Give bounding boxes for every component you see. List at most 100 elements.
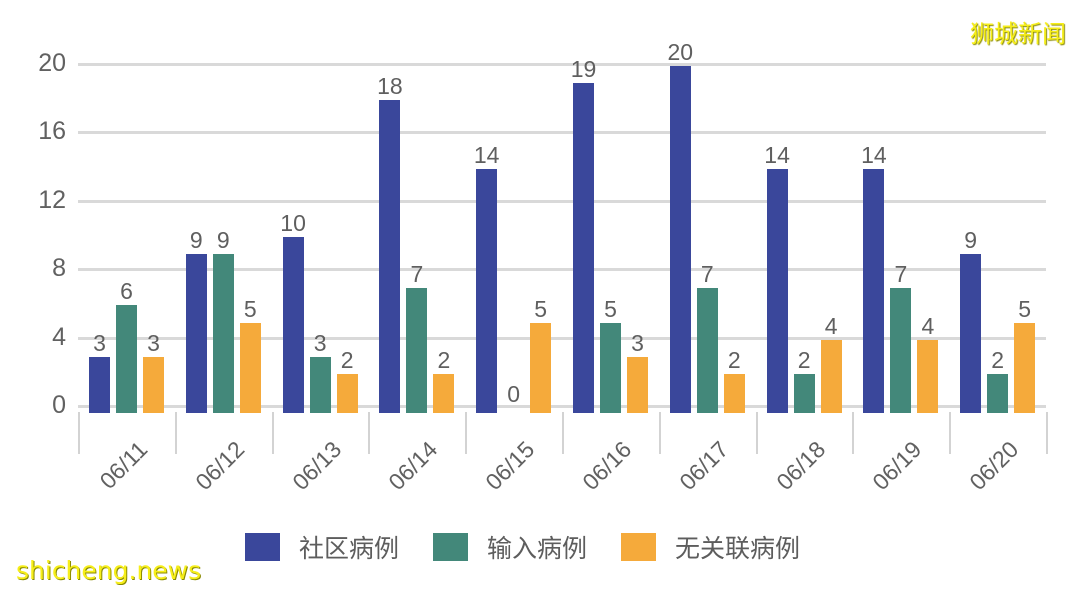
bar-value-label: 5 [534, 295, 548, 322]
x-tick-label: 06/14 [383, 436, 443, 496]
bar-value-label: 2 [437, 346, 451, 373]
bar [116, 305, 137, 413]
bar [573, 83, 594, 413]
bar [212, 254, 234, 413]
bar [309, 356, 331, 413]
bar [917, 339, 939, 413]
x-tick-mark [658, 412, 661, 454]
x-tick-mark [949, 412, 952, 454]
y-tick-label: 4 [52, 322, 66, 351]
bar [143, 356, 164, 413]
bar [960, 254, 982, 413]
bar-value-label: 6 [120, 278, 133, 305]
bar-value-label: 7 [410, 261, 424, 288]
bar-value-label: 5 [243, 295, 257, 322]
bar [669, 66, 691, 413]
bar [600, 322, 621, 413]
bar [406, 288, 428, 413]
y-tick-label: 16 [38, 117, 66, 146]
gridline [78, 268, 1046, 272]
bar [890, 288, 912, 413]
watermark-top: 狮城新闻 [970, 20, 1066, 48]
bar [282, 237, 304, 413]
x-tick-mark [1046, 412, 1048, 454]
legend-label: 输入病例 [487, 534, 588, 563]
y-tick-label: 20 [38, 49, 66, 77]
legend-swatch-community [245, 533, 280, 561]
bar-value-label: 7 [700, 261, 714, 288]
y-tick-label: 8 [52, 254, 66, 283]
x-tick-mark [465, 412, 468, 454]
x-tick-label: 06/12 [190, 436, 250, 496]
bar-value-label: 2 [991, 346, 1005, 373]
bar-value-label: 14 [473, 141, 500, 168]
bar-value-label: 2 [727, 346, 741, 373]
legend-item-imported: 输入病例 [433, 529, 587, 565]
chart-legend: 社区病例 输入病例 无关联病例 [245, 529, 834, 565]
bar-value-label: 10 [280, 210, 306, 236]
bar-value-label: 3 [147, 329, 160, 356]
x-tick-mark [755, 412, 758, 454]
bar-value-label: 5 [1018, 295, 1032, 322]
legend-label: 社区病例 [299, 534, 400, 563]
bar-value-label: 19 [570, 56, 597, 83]
bar [185, 254, 207, 413]
bar-value-label: 18 [377, 73, 403, 100]
bar [627, 356, 648, 413]
bar-value-label: 9 [189, 227, 203, 254]
legend-swatch-imported [433, 533, 469, 561]
bar [1014, 322, 1036, 413]
bar-value-label: 9 [216, 227, 230, 254]
bar [696, 288, 718, 413]
x-tick-mark [562, 412, 564, 454]
watermark-bottom: shicheng.news [16, 556, 202, 585]
x-tick-label: 06/17 [674, 436, 734, 496]
bar-value-label: 3 [313, 329, 327, 356]
bar [766, 168, 788, 413]
legend-item-unlinked: 无关联病例 [621, 529, 800, 565]
x-tick-mark [174, 412, 177, 454]
bar-value-label: 3 [93, 329, 106, 356]
x-tick-mark [852, 412, 855, 454]
x-tick-label: 06/13 [286, 436, 346, 496]
y-tick-label: 12 [38, 185, 66, 214]
bar [239, 322, 261, 413]
x-tick-label: 06/11 [94, 436, 153, 494]
x-tick-label: 06/19 [867, 436, 927, 496]
bar-value-label: 14 [764, 141, 790, 168]
bar [723, 373, 745, 413]
bar [336, 373, 358, 413]
bar [379, 100, 401, 413]
bar [89, 356, 110, 413]
bar-value-label: 20 [667, 39, 694, 65]
y-tick-label: 0 [52, 391, 66, 419]
x-tick-label: 06/15 [480, 436, 540, 496]
x-tick-label: 06/20 [964, 436, 1024, 496]
gridline [78, 131, 1046, 135]
bar [863, 168, 885, 413]
gridline [78, 199, 1046, 203]
gridline [78, 336, 1046, 340]
legend-swatch-unlinked [621, 533, 657, 561]
bar-value-label: 14 [861, 141, 887, 168]
gridline [78, 63, 1046, 66]
legend-label: 无关联病例 [675, 534, 801, 563]
x-tick-mark [271, 412, 274, 454]
bar-value-label: 5 [604, 295, 617, 322]
gridline [78, 405, 1046, 408]
bar [530, 322, 552, 413]
bar-value-label: 7 [894, 261, 908, 288]
bar-value-label: 0 [507, 381, 521, 407]
legend-item-community: 社区病例 [245, 529, 399, 565]
bar-value-label: 2 [797, 346, 811, 373]
x-tick-label: 06/18 [770, 436, 830, 496]
bar [987, 373, 1009, 413]
bar-value-label: 9 [964, 227, 978, 254]
bar-value-label: 2 [340, 346, 354, 373]
bar-value-label: 4 [921, 312, 935, 339]
x-tick-mark [368, 412, 371, 454]
x-tick-label: 06/16 [577, 436, 637, 496]
x-tick-mark [78, 412, 80, 454]
bar [433, 373, 455, 413]
